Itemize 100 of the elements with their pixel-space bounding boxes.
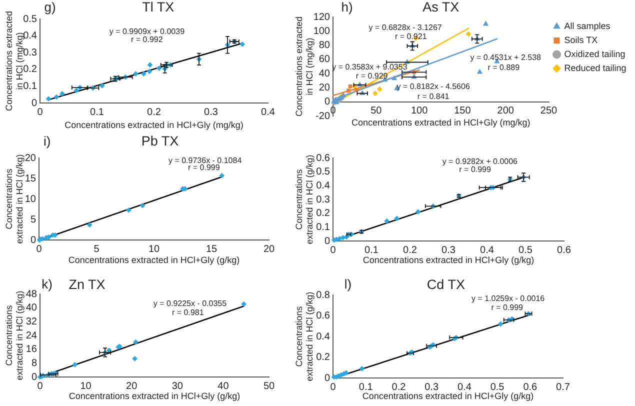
annotation: r = 0.999 xyxy=(188,163,220,172)
x-tick-label: 0.2 xyxy=(147,106,162,118)
y-tick-label: 5 xyxy=(30,214,36,226)
y-tick-label: 0 xyxy=(31,98,38,109)
annotation: r = 0.999 xyxy=(491,303,524,312)
annotation: y = 0.6828x - 3.1267 xyxy=(368,23,442,32)
y-axis-title: Concentrations extracted in HCl (g/kg) xyxy=(4,290,25,380)
y-tick-label: 48 xyxy=(26,288,38,300)
y-tick-label: 20 xyxy=(24,152,36,164)
y-tick-label: 60 xyxy=(318,54,330,66)
legend-label: Reduced tailing xyxy=(564,62,626,73)
y-axis-title: Concentrations extracted in HCl (g/kg) xyxy=(294,154,315,244)
x-tick-label: 0.7 xyxy=(556,382,570,393)
y-tick-label: 16 xyxy=(26,344,38,356)
text: h) xyxy=(341,0,353,15)
legend-label: Soils TX xyxy=(564,34,598,45)
annotation: r = 0.999 xyxy=(459,165,492,174)
x-tick-label: 0.6 xyxy=(523,382,538,393)
y-tick-label: 0.4 xyxy=(23,30,38,42)
y-tick-label: 15 xyxy=(24,173,36,184)
x-tick-label: 0.1 xyxy=(364,244,379,256)
legend-label: Oxidized tailing xyxy=(564,48,626,59)
text: g) xyxy=(44,0,56,15)
y-tick-label: 0 xyxy=(31,372,38,383)
y-tick-label: 0.5 xyxy=(23,14,38,25)
x-tick-label: 10 xyxy=(80,380,92,392)
x-tick-label: 40 xyxy=(218,380,230,392)
x-tick-label: 20 xyxy=(263,244,275,255)
x-tick-label: 0.2 xyxy=(392,382,406,393)
x-tick-label: 100 xyxy=(410,106,428,117)
y-tick-label: 100 xyxy=(313,26,330,37)
y-axis-title: Concentrations extracted in HCl (mg/kg) xyxy=(4,10,25,112)
text: l) xyxy=(344,276,352,292)
x-axis-title: Concentrations extracted in HCl+Gly (g/kg) xyxy=(362,391,534,402)
chart-title: Pb TX xyxy=(141,134,179,149)
x-tick-label: 0.5 xyxy=(518,244,533,256)
y-tick-label: 40 xyxy=(318,68,330,80)
x-tick-label: 0.3 xyxy=(442,244,456,256)
x-tick-label: 0.4 xyxy=(261,106,276,118)
annotation: y = 0.4531x + 2.538 xyxy=(470,53,542,62)
annotation: r = 0.992 xyxy=(131,35,164,44)
y-tick-label: 32 xyxy=(26,316,38,328)
x-tick-label: 0.4 xyxy=(457,382,472,393)
x-axis-title: Concentrations extracted in HCl+Gly (g/kg) xyxy=(68,255,240,266)
x-tick-label: 50 xyxy=(370,106,382,117)
x-axis-title: Concentrations extracted in HCl+Gly (g/kg) xyxy=(68,391,240,402)
x-tick-label: 0.1 xyxy=(358,382,374,393)
chart-title: As TX xyxy=(422,0,460,15)
x-tick-label: 150 xyxy=(454,106,472,117)
x-tick-label: 30 xyxy=(172,380,184,392)
y-tick-label: -20 xyxy=(316,110,330,122)
y-tick-label: 0 xyxy=(324,372,330,384)
text: i) xyxy=(43,134,51,149)
x-tick-label: 250 xyxy=(540,106,558,117)
annotation: y = 0.9909x + 0.0039 xyxy=(109,27,186,36)
y-tick-label: 8 xyxy=(31,358,38,369)
annotation: y = 0.9736x - 0.1084 xyxy=(168,156,242,166)
annotation: r = 0.841 xyxy=(417,92,450,102)
text: k) xyxy=(42,276,53,292)
annotation: y = 0.8182x - 4.5606 xyxy=(396,82,470,92)
y-tick-label: 80 xyxy=(318,40,330,52)
chart-title: Tl TX xyxy=(142,0,174,15)
y-tick-label: 120 xyxy=(313,12,330,23)
y-tick-label: 0.3 xyxy=(23,47,38,58)
y-tick-label: 0.8 xyxy=(316,290,330,301)
annotation: r = 0.889 xyxy=(488,63,520,72)
y-tick-label: 0.1 xyxy=(23,80,38,92)
x-tick-label: 5 xyxy=(94,244,100,255)
x-tick-label: 0.3 xyxy=(204,106,218,118)
x-tick-label: 0.6 xyxy=(557,244,572,256)
y-tick-label: 0.5 xyxy=(316,166,330,178)
x-tick-label: 0.1 xyxy=(90,106,104,118)
annotation: r = 0.981 xyxy=(172,308,204,318)
y-tick-label: 0 xyxy=(324,96,330,108)
annotation: y = 0.9282x + 0.0006 xyxy=(442,157,518,166)
y-tick-label: 0 xyxy=(30,234,36,246)
x-tick-label: 0.3 xyxy=(424,382,439,393)
x-tick-label: 50 xyxy=(263,380,275,392)
y-tick-label: 0.2 xyxy=(316,208,330,220)
annotation: y = 0.9225x - 0.0355 xyxy=(153,299,228,308)
x-tick-label: 20 xyxy=(126,380,138,392)
x-tick-label: 0.4 xyxy=(480,244,494,256)
y-tick-label: 0.4 xyxy=(316,180,330,192)
x-axis-title: Concentrations extracted in HCl+Gly (g/kg) xyxy=(362,255,534,266)
y-tick-label: 40 xyxy=(26,302,38,314)
y-tick-label: 20 xyxy=(318,82,330,94)
x-axis-title: Concentrations extracted in HCl+Gly (mg/kg) xyxy=(64,120,244,130)
y-axis-title: Concentrations extracted in HCl (g/kg) xyxy=(4,154,25,244)
y-tick-label: 0.6 xyxy=(316,310,330,322)
y-tick-label: 0.3 xyxy=(316,194,330,206)
legend-label: All samples xyxy=(564,20,611,31)
chart-title: Cd TX xyxy=(426,276,465,292)
y-axis-title: Concentrations extracted in HCl (mg/kg) xyxy=(294,16,315,117)
x-tick-label: 15 xyxy=(206,244,218,255)
x-tick-label: 0.5 xyxy=(490,382,505,393)
x-axis-title: Concentrations extracted in HCl+Gly (mg/kg) xyxy=(351,117,530,128)
annotation: y = 1.0259x - 0.0016 xyxy=(471,294,546,304)
x-tick-label: 10 xyxy=(148,244,160,255)
y-tick-label: 0.2 xyxy=(316,352,330,363)
chart-title: Zn TX xyxy=(68,276,106,292)
